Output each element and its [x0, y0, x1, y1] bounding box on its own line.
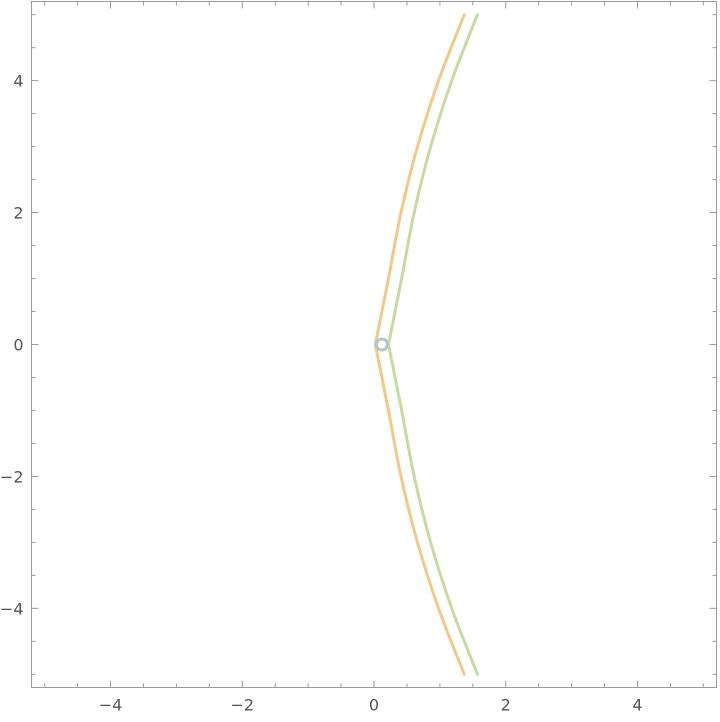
axis-ticks	[31, 1, 717, 688]
series-line-2	[386, 13, 479, 676]
x-tick-label: −4	[99, 696, 123, 715]
x-tick-label: 0	[369, 696, 379, 715]
y-tick-label: 4	[13, 72, 23, 91]
x-tick-label: −2	[230, 696, 254, 715]
y-tick-label: 0	[13, 336, 23, 355]
data-point-marker	[374, 337, 389, 352]
series-layer	[373, 13, 479, 676]
x-tick-label: 2	[501, 696, 511, 715]
points-layer	[374, 337, 389, 352]
x-axis-tick-labels: −4 −2 0 2 4	[99, 696, 643, 715]
y-tick-label: −4	[0, 599, 24, 618]
y-tick-label: −2	[0, 467, 24, 486]
y-tick-label: 2	[13, 204, 23, 223]
y-axis-tick-labels: −4 −2 0 2 4	[0, 72, 24, 619]
x-tick-label: 4	[632, 696, 642, 715]
